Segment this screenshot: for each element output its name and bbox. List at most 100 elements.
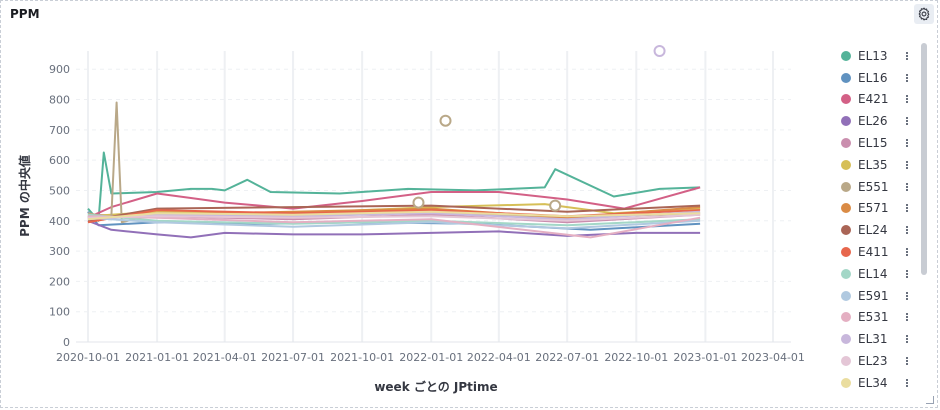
chart-legend: EL13 EL16 E421 EL26 EL15 EL35 E551 E571 EL24 E411… bbox=[831, 45, 911, 401]
legend-label: E421 bbox=[858, 92, 889, 107]
x-tick-label: 2021-07-01 bbox=[261, 351, 325, 364]
series-line-el13 bbox=[87, 151, 701, 222]
x-tick-label: 2023-04-01 bbox=[741, 351, 805, 364]
vertical-dots-icon[interactable] bbox=[904, 269, 910, 279]
series-point-e551 bbox=[439, 114, 452, 127]
legend-label: E551 bbox=[858, 179, 889, 194]
legend-label: EL26 bbox=[858, 114, 888, 129]
x-axis-title: week ごとの JPtime bbox=[374, 379, 497, 394]
legend-item-e531[interactable]: E531 bbox=[831, 307, 911, 329]
legend-item-el31[interactable]: EL31 bbox=[831, 328, 911, 350]
legend-color-dot bbox=[841, 94, 851, 105]
vertical-dots-icon[interactable] bbox=[904, 291, 910, 301]
legend-item-el13[interactable]: EL13 bbox=[831, 45, 911, 67]
legend-item-e591[interactable]: E591 bbox=[831, 285, 911, 307]
y-tick-label: 200 bbox=[49, 275, 70, 288]
legend-item-e421[interactable]: E421 bbox=[831, 89, 911, 111]
legend-color-dot bbox=[841, 116, 851, 127]
y-tick-label: 600 bbox=[49, 154, 70, 167]
legend-color-dot bbox=[841, 247, 851, 258]
legend-color-dot bbox=[841, 377, 851, 388]
legend-label: EL14 bbox=[858, 266, 888, 281]
legend-item-e551[interactable]: E551 bbox=[831, 176, 911, 198]
legend-color-dot bbox=[841, 334, 851, 345]
series-line-e421 bbox=[87, 186, 701, 219]
legend-color-dot bbox=[841, 268, 851, 279]
panel-title: PPM bbox=[10, 7, 40, 21]
vertical-dots-icon[interactable] bbox=[904, 138, 910, 148]
series-line-e551 bbox=[87, 101, 701, 224]
series-line-el34 bbox=[87, 210, 701, 221]
gear-icon bbox=[918, 7, 930, 21]
legend-scrollbar[interactable] bbox=[921, 43, 927, 275]
x-tick-label: 2021-04-01 bbox=[193, 351, 257, 364]
legend-color-dot bbox=[841, 290, 851, 301]
x-tick-label: 2022-01-01 bbox=[399, 351, 463, 364]
legend-color-dot bbox=[841, 203, 851, 214]
legend-label: EL23 bbox=[858, 354, 888, 369]
series-point-e551 bbox=[412, 196, 425, 209]
vertical-dots-icon[interactable] bbox=[904, 116, 910, 126]
y-tick-label: 800 bbox=[49, 94, 70, 107]
vertical-dots-icon[interactable] bbox=[904, 334, 910, 344]
legend-label: EL35 bbox=[858, 157, 888, 172]
legend-item-el15[interactable]: EL15 bbox=[831, 132, 911, 154]
legend-item-el24[interactable]: EL24 bbox=[831, 219, 911, 241]
vertical-dots-icon[interactable] bbox=[904, 73, 910, 83]
legend-color-dot bbox=[841, 181, 851, 192]
series-line-el24 bbox=[87, 204, 701, 222]
vertical-dots-icon[interactable] bbox=[904, 51, 910, 61]
legend-color-dot bbox=[841, 225, 851, 236]
vertical-dots-icon[interactable] bbox=[904, 247, 910, 257]
x-tick-label: 2020-10-01 bbox=[56, 351, 120, 364]
x-tick-label: 2022-10-01 bbox=[604, 351, 668, 364]
legend-color-dot bbox=[841, 356, 851, 367]
legend-item-el26[interactable]: EL26 bbox=[831, 110, 911, 132]
panel-settings-button[interactable] bbox=[914, 4, 934, 24]
vertical-dots-icon[interactable] bbox=[904, 160, 910, 170]
y-axis-title: PPM の中央値 bbox=[17, 155, 32, 237]
legend-label: E571 bbox=[858, 201, 889, 216]
legend-label: E591 bbox=[858, 288, 889, 303]
legend-label: EL13 bbox=[858, 48, 888, 63]
legend-item-el35[interactable]: EL35 bbox=[831, 154, 911, 176]
resize-corner-icon[interactable] bbox=[926, 396, 934, 404]
legend-color-dot bbox=[841, 50, 851, 61]
x-tick-label: 2023-01-01 bbox=[673, 351, 737, 364]
vertical-dots-icon[interactable] bbox=[904, 94, 910, 104]
vertical-dots-icon[interactable] bbox=[904, 225, 910, 235]
legend-item-el16[interactable]: EL16 bbox=[831, 67, 911, 89]
vertical-dots-icon[interactable] bbox=[904, 356, 910, 366]
legend-item-e411[interactable]: E411 bbox=[831, 241, 911, 263]
vertical-dots-icon[interactable] bbox=[904, 312, 910, 322]
legend-color-dot bbox=[841, 312, 851, 323]
legend-label: EL15 bbox=[858, 136, 888, 151]
legend-label: EL16 bbox=[858, 70, 888, 85]
x-tick-label: 2021-01-01 bbox=[125, 351, 189, 364]
vertical-dots-icon[interactable] bbox=[904, 378, 910, 388]
legend-label: EL34 bbox=[858, 375, 888, 390]
y-tick-label: 700 bbox=[49, 124, 70, 137]
legend-item-el34[interactable]: EL34 bbox=[831, 372, 911, 394]
legend-color-dot bbox=[841, 72, 851, 83]
y-tick-label: 100 bbox=[49, 306, 70, 319]
legend-item-el14[interactable]: EL14 bbox=[831, 263, 911, 285]
x-tick-label: 2022-07-01 bbox=[535, 351, 599, 364]
y-tick-label: 400 bbox=[49, 215, 70, 228]
vertical-dots-icon[interactable] bbox=[904, 182, 910, 192]
legend-item-el23[interactable]: EL23 bbox=[831, 350, 911, 372]
line-chart: 0 100 200 300 400 500 600 700 800 900 2020-10-01 20… bbox=[17, 45, 805, 394]
legend-item-e571[interactable]: E571 bbox=[831, 198, 911, 220]
y-tick-label: 900 bbox=[49, 63, 70, 76]
series-line-el23 bbox=[87, 213, 701, 222]
y-tick-label: 500 bbox=[49, 184, 70, 197]
series-point-el31 bbox=[653, 45, 666, 57]
series-point-e551 bbox=[549, 199, 562, 212]
legend-label: EL24 bbox=[858, 223, 888, 238]
y-tick-label: 0 bbox=[63, 336, 70, 349]
x-tick-label: 2021-10-01 bbox=[330, 351, 394, 364]
series-line-e591 bbox=[87, 216, 701, 230]
vertical-dots-icon[interactable] bbox=[904, 203, 910, 213]
x-tick-label: 2022-04-01 bbox=[467, 351, 531, 364]
